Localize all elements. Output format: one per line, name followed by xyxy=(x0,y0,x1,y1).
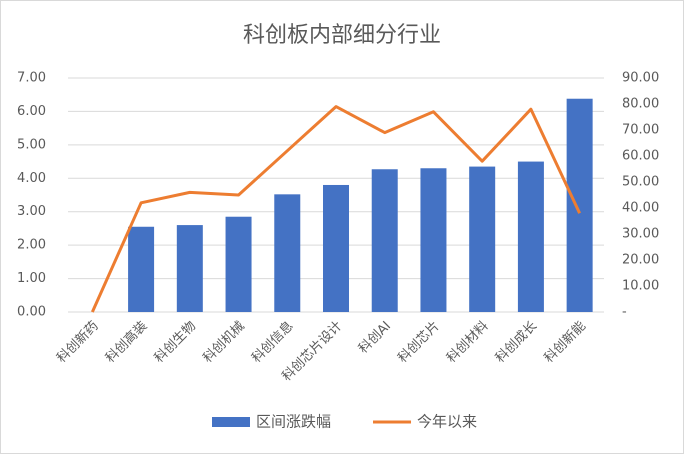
line xyxy=(90,105,581,313)
bar xyxy=(420,168,447,312)
bar xyxy=(517,161,544,312)
bar xyxy=(469,166,496,312)
y-tick-label: 4.00 xyxy=(17,171,46,186)
y-tick-label: 7.00 xyxy=(17,71,46,86)
bar xyxy=(566,98,593,313)
legend-label: 区间涨跌幅 xyxy=(256,413,331,431)
y2-tick-label: 20.00 xyxy=(622,253,659,268)
y2-tick-label: 10.00 xyxy=(622,279,659,294)
y2-tick-label: 50.00 xyxy=(622,175,659,190)
y2-tick-label: 40.00 xyxy=(622,201,659,216)
bar xyxy=(128,226,155,312)
y-tick-label: 3.00 xyxy=(17,204,46,219)
legend-swatch xyxy=(212,417,250,427)
y2-tick-label: - xyxy=(622,305,627,320)
y-tick-label: 0.00 xyxy=(17,305,46,320)
y-tick-label: 2.00 xyxy=(17,238,46,253)
bar xyxy=(176,225,203,312)
y2-tick-label: 90.00 xyxy=(622,71,659,86)
bar xyxy=(323,184,349,312)
y2-tick-label: 30.00 xyxy=(622,227,659,242)
y-tick-label: 5.00 xyxy=(17,137,46,152)
chart-title: 科创板内部细分行业 xyxy=(243,23,441,48)
legend-label: 今年以来 xyxy=(417,413,477,431)
y-tick-label: 6.00 xyxy=(17,104,46,119)
bar xyxy=(371,169,398,312)
bar xyxy=(225,216,252,312)
bar xyxy=(274,194,301,312)
y2-tick-label: 70.00 xyxy=(622,123,659,138)
y-tick-label: 1.00 xyxy=(17,271,46,286)
y2-tick-label: 60.00 xyxy=(622,149,659,164)
y2-tick-label: 80.00 xyxy=(622,97,659,112)
